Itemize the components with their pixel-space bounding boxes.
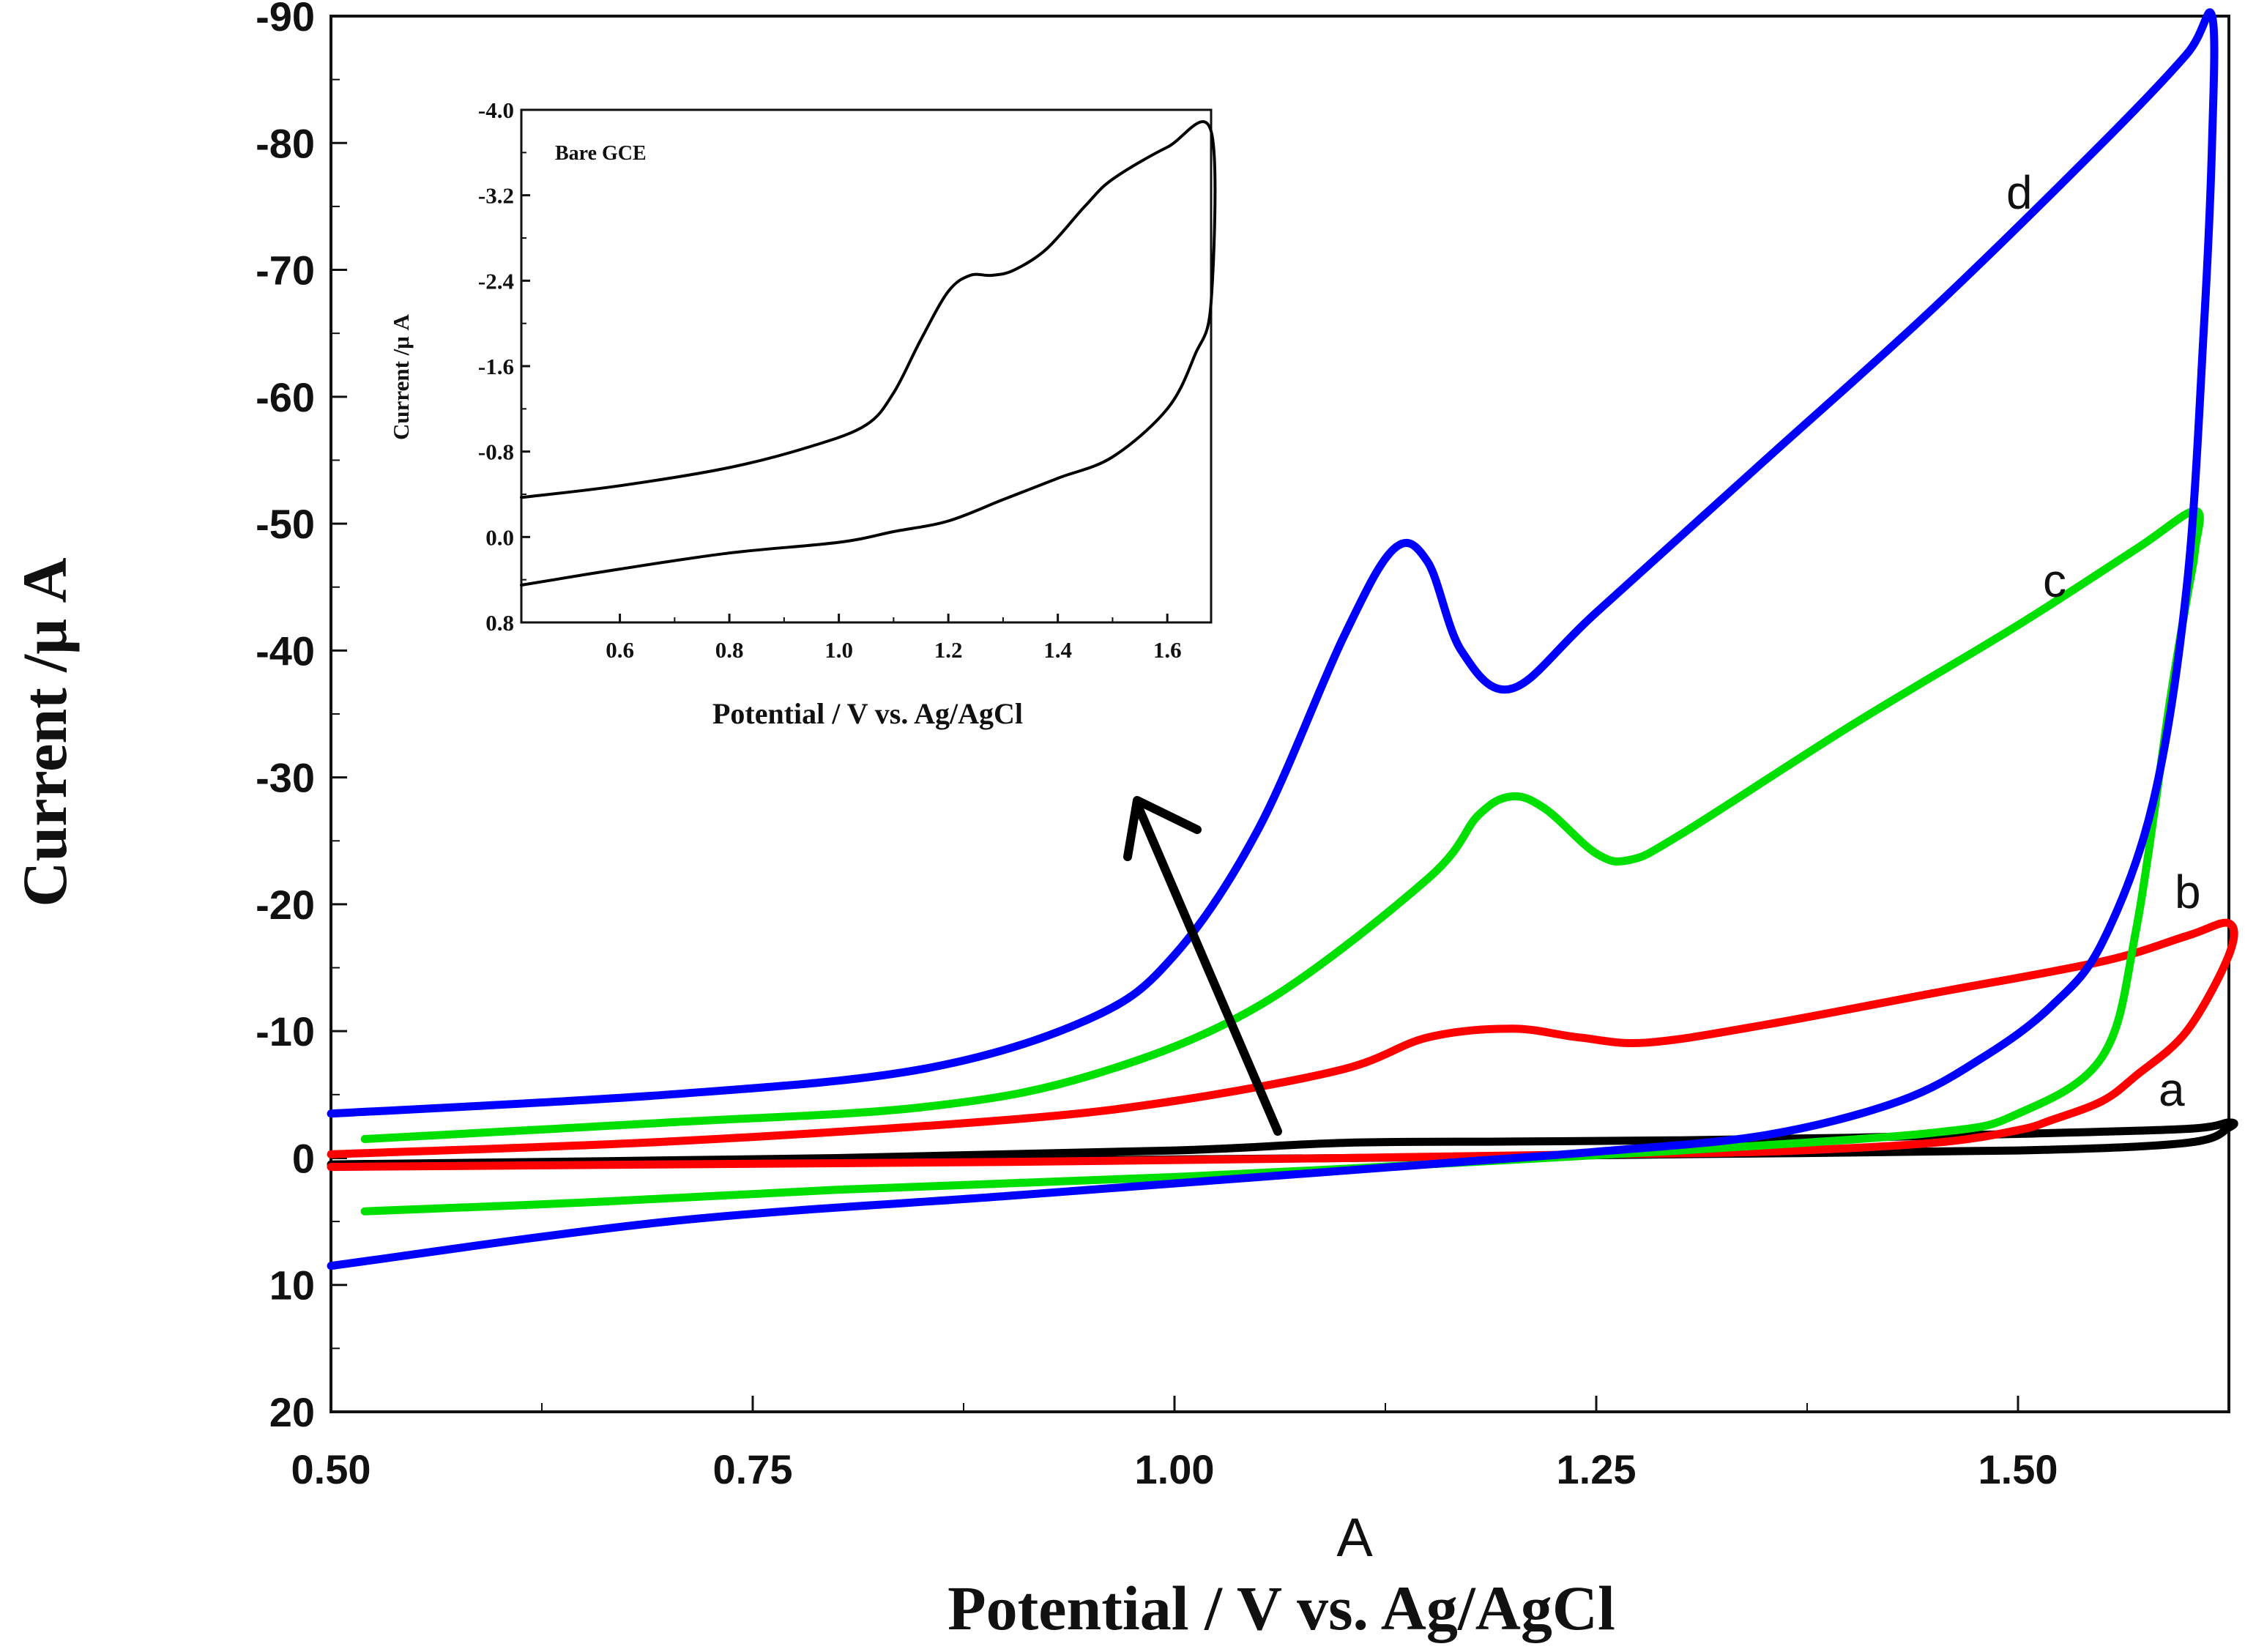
y-tick-label: -1.6 [478,354,514,379]
main-x-axis-title: Potential / V vs. Ag/AgCl [947,1573,1615,1643]
panel-label: A [1336,1507,1373,1568]
curve-label-d: d [2006,166,2033,219]
series-line-bare-gce [520,120,1217,587]
inset-y-axis: -4.0 -3.2 -2.4 -1.6 -0.8 0.0 0.8 [478,97,530,636]
curve-label-a: a [2159,1063,2185,1116]
x-tick-label: 0.50 [291,1446,371,1492]
inset-label: Bare GCE [555,142,647,165]
main-series-group [327,8,2238,1270]
inset-series-group [520,120,1217,587]
x-tick-label: 1.6 [1153,637,1182,663]
y-tick-label: -4.0 [478,97,514,123]
x-tick-label: 1.25 [1557,1446,1637,1492]
y-tick-label: -3.2 [478,183,514,209]
x-tick-label: 0.6 [606,637,634,663]
y-tick-label: -60 [256,374,315,420]
y-tick-label: -40 [256,628,315,674]
x-tick-label: 0.75 [713,1446,793,1492]
y-tick-label: -50 [256,501,315,547]
y-tick-label: 20 [269,1389,315,1435]
main-y-axis: -90 -80 -70 -60 -50 -40 -30 -20 -10 0 10 20 [256,0,347,1435]
y-tick-label: 0 [292,1135,315,1181]
arrow-shaft [1133,800,1282,1136]
series-line-d [327,8,2219,1270]
inset-plot: -4.0 -3.2 -2.4 -1.6 -0.8 0.0 0.8 0.6 0.8 1.0 1.2 1… [388,97,1217,730]
y-tick-label: 0.8 [485,610,514,636]
x-tick-label: 1.4 [1043,637,1072,663]
x-tick-label: 1.50 [1978,1446,2058,1492]
y-tick-label: -2.4 [478,268,514,294]
inset-y-axis-title: Current /μ A [388,313,414,440]
y-tick-label: 0.0 [485,524,514,550]
inset-x-axis: 0.6 0.8 1.0 1.2 1.4 1.6 [606,614,1182,663]
x-tick-label: 1.00 [1135,1446,1215,1492]
y-tick-label: -20 [256,882,315,928]
y-tick-label: -90 [256,0,315,40]
y-tick-label: 10 [269,1262,315,1309]
series-line-b [327,918,2238,1172]
x-tick-label: 1.2 [934,637,963,663]
y-tick-label: -80 [256,120,315,166]
y-tick-label: -30 [256,755,315,801]
main-plot: -90 -80 -70 -60 -50 -40 -30 -20 -10 0 10 20 0.50 0.7… [10,0,2238,1643]
curve-label-c: c [2043,554,2066,607]
inset-plot-frame [520,108,1213,624]
x-tick-label: 1.0 [824,637,853,663]
main-x-axis: 0.50 0.75 1.00 1.25 1.50 [291,1396,2058,1492]
y-tick-label: -10 [256,1008,315,1054]
arrow-head [1123,796,1202,861]
main-y-axis-title: Current /μ A [10,557,80,907]
y-tick-label: -0.8 [478,439,514,465]
inset-x-axis-title: Potential / V vs. Ag/AgCl [712,697,1023,730]
x-tick-label: 0.8 [715,637,744,663]
y-tick-label: -70 [256,248,315,294]
curve-label-b: b [2175,866,2201,918]
